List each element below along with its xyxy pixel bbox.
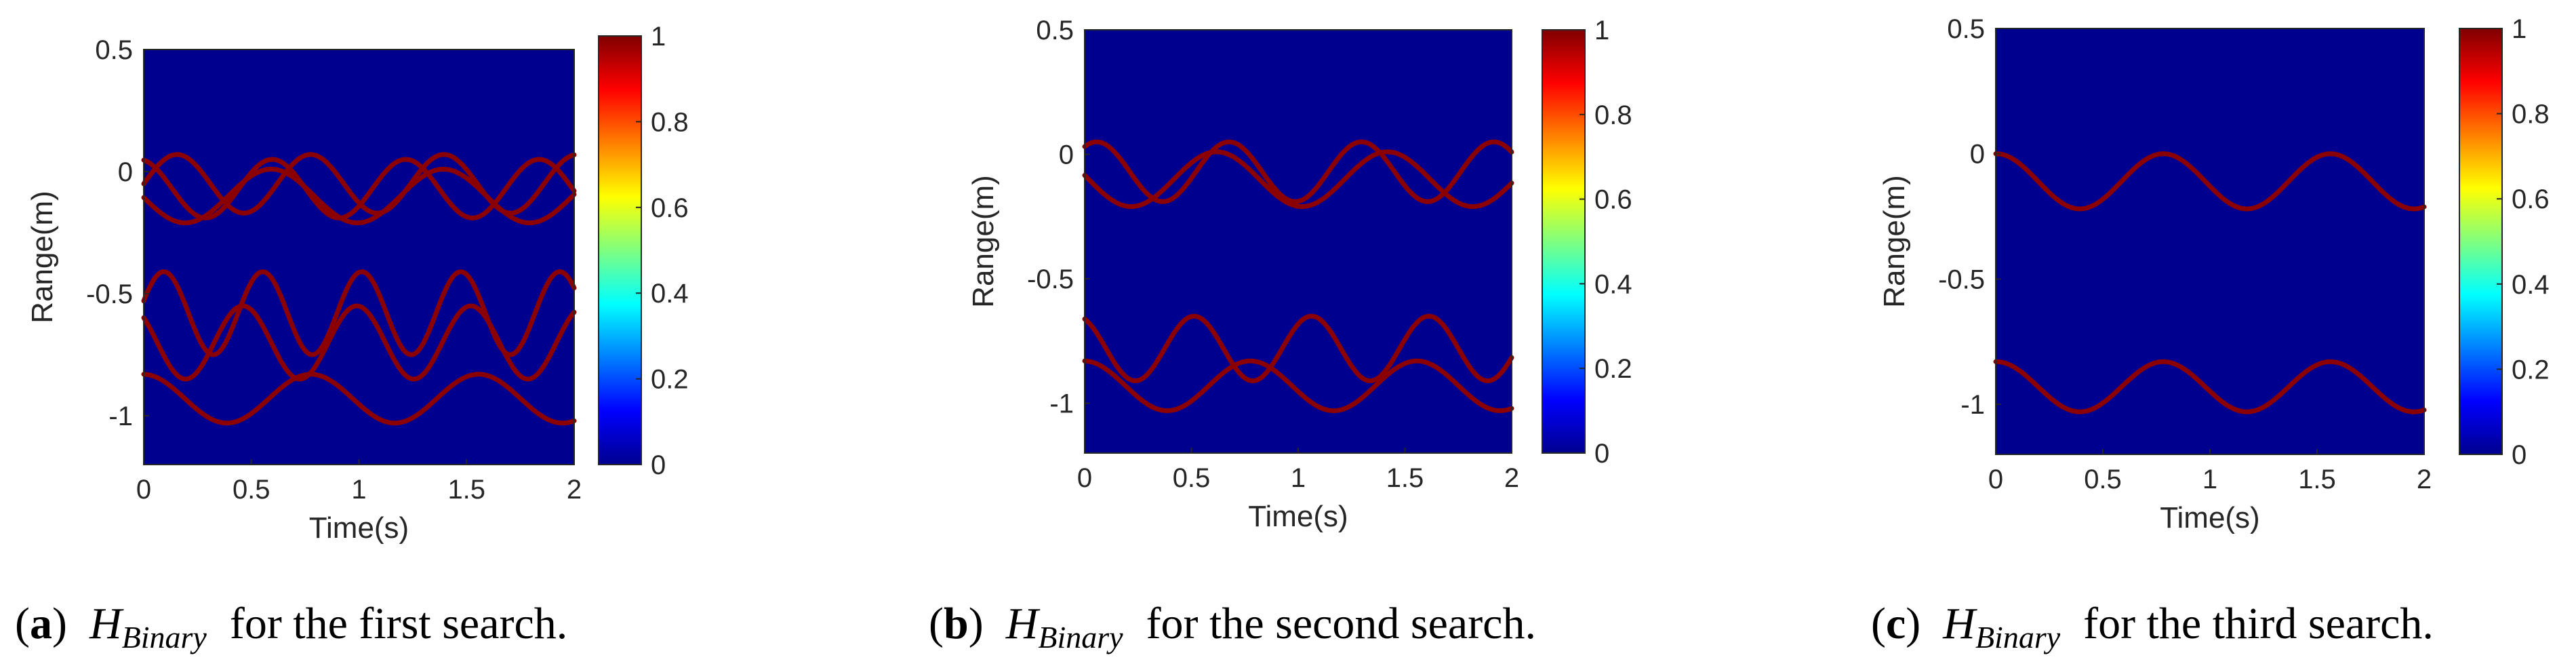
x-tick-label: 1.5 bbox=[1386, 463, 1424, 493]
y-tick-label: 0.5 bbox=[95, 35, 133, 65]
colorbar bbox=[598, 35, 642, 465]
y-tick-label: -1 bbox=[1049, 389, 1074, 419]
x-tick-label: 2 bbox=[1504, 463, 1519, 493]
y-axis-label: Range(m) bbox=[26, 191, 59, 324]
y-axis-label: Range(m) bbox=[967, 175, 1000, 308]
colorbar-tick-label: 0 bbox=[651, 450, 666, 480]
y-tick-label: -1 bbox=[1960, 390, 1985, 420]
panel-caption: (a) HBinary for the first search. bbox=[15, 599, 567, 654]
caption-symbol: H bbox=[1005, 599, 1041, 648]
colorbar-tick-label: 0.4 bbox=[1594, 269, 1632, 299]
y-tick-label: -0.5 bbox=[86, 279, 133, 309]
colorbar-tick-label: 0.8 bbox=[651, 107, 689, 137]
heatmap-trace-2 bbox=[1993, 359, 2427, 414]
colorbar-tick-label: 0.4 bbox=[651, 279, 689, 309]
x-tick-label: 1.5 bbox=[447, 475, 485, 505]
x-tick-label: 1 bbox=[2202, 465, 2217, 494]
colorbar-tick-label: 0.2 bbox=[2512, 355, 2550, 385]
caption-label: b bbox=[944, 599, 969, 648]
x-tick-label: 0.5 bbox=[233, 475, 270, 505]
y-tick-label: 0 bbox=[118, 157, 133, 187]
colorbar-tick-label: 1 bbox=[2512, 14, 2527, 44]
caption-subscript: Binary bbox=[1038, 620, 1123, 654]
y-tick-label: -1 bbox=[108, 401, 133, 431]
x-tick-label: 1 bbox=[1291, 463, 1306, 493]
x-tick-label: 1.5 bbox=[2298, 465, 2336, 494]
x-axis-label: Time(s) bbox=[2160, 501, 2259, 534]
heatmap-background bbox=[1085, 30, 1512, 453]
x-tick-label: 0 bbox=[1077, 463, 1092, 493]
colorbar-tick-label: 0 bbox=[2512, 440, 2527, 470]
caption-paren-open: ( bbox=[929, 599, 944, 648]
heatmap-trace-2 bbox=[141, 157, 577, 220]
heatmap-trace-1 bbox=[1993, 151, 2427, 212]
caption-symbol: H bbox=[1942, 599, 1977, 648]
panel-a: 0 0.5 1 1.5 2 0.5 0 -0.5 -1 Time(s) Range(m) 1 0.8 0.… bbox=[15, 22, 689, 654]
caption-subscript: Binary bbox=[1975, 620, 2061, 654]
x-tick-label: 0 bbox=[1988, 465, 2003, 494]
heatmap-trace-3 bbox=[141, 166, 577, 226]
caption-text: for the third search. bbox=[2083, 599, 2434, 648]
x-tick-label: 0 bbox=[136, 475, 151, 505]
x-tick-label: 1 bbox=[351, 475, 366, 505]
heatmap-background bbox=[144, 50, 574, 465]
caption-paren-open: ( bbox=[1871, 599, 1886, 648]
colorbar-tick-label: 1 bbox=[1594, 16, 1609, 45]
x-axis-label: Time(s) bbox=[1248, 500, 1348, 533]
heatmap-trace-6 bbox=[141, 372, 577, 426]
y-tick-label: 0 bbox=[1059, 140, 1074, 170]
x-axis-label: Time(s) bbox=[309, 511, 409, 545]
panel-c: 0 0.5 1 1.5 2 0.5 0 -0.5 -1 Time(s) Range(m) 1 0.8 0.… bbox=[1871, 14, 2550, 654]
y-tick-label: -0.5 bbox=[1938, 265, 1985, 294]
heatmap-trace-1 bbox=[1082, 139, 1514, 204]
caption-label: c bbox=[1886, 599, 1906, 648]
colorbar-tick-label: 0.6 bbox=[651, 193, 689, 223]
y-tick-label: 0.5 bbox=[1947, 14, 1985, 44]
colorbar-tick-label: 0.8 bbox=[2512, 100, 2550, 130]
caption-paren-close: ) bbox=[52, 599, 89, 648]
colorbar bbox=[2459, 28, 2503, 455]
colorbar bbox=[1542, 29, 1586, 454]
panel-caption: (b) HBinary for the second search. bbox=[929, 599, 1536, 654]
colorbar-tick-label: 0.2 bbox=[651, 365, 689, 395]
colorbar-tick-label: 1 bbox=[651, 22, 666, 52]
caption-paren-close: ) bbox=[969, 599, 1006, 648]
heatmap-background bbox=[1996, 28, 2424, 454]
caption-text: for the second search. bbox=[1146, 599, 1536, 648]
heatmap-trace-5 bbox=[141, 303, 577, 382]
y-tick-label: -0.5 bbox=[1027, 265, 1074, 294]
colorbar-tick-label: 0.8 bbox=[1594, 100, 1632, 130]
y-tick-label: 0.5 bbox=[1036, 16, 1074, 45]
x-tick-label: 0.5 bbox=[2084, 465, 2122, 494]
caption-subscript: Binary bbox=[122, 620, 207, 654]
x-tick-label: 2 bbox=[567, 475, 582, 505]
heatmap-trace-2 bbox=[1082, 149, 1514, 210]
caption-paren-open: ( bbox=[15, 599, 30, 648]
heatmap-trace-3 bbox=[1082, 313, 1514, 384]
panel-b: 0 0.5 1 1.5 2 0.5 0 -0.5 -1 Time(s) Range(m) 1 0.8 0.… bbox=[929, 16, 1632, 654]
colorbar-tick-label: 0.6 bbox=[2512, 184, 2550, 214]
y-axis-label: Range(m) bbox=[1878, 175, 1911, 308]
colorbar-tick-label: 0.2 bbox=[1594, 354, 1632, 384]
colorbar-tick-label: 0.4 bbox=[2512, 270, 2550, 300]
caption-label: a bbox=[30, 599, 52, 648]
colorbar-tick-label: 0.6 bbox=[1594, 185, 1632, 215]
x-tick-label: 0.5 bbox=[1173, 463, 1211, 493]
heatmap-trace-4 bbox=[1082, 358, 1514, 414]
colorbar-tick-label: 0 bbox=[1594, 439, 1609, 469]
caption-symbol: H bbox=[89, 599, 124, 648]
caption-paren-close: ) bbox=[1906, 599, 1943, 648]
x-tick-label: 2 bbox=[2417, 465, 2432, 494]
panel-caption: (c) HBinary for the third search. bbox=[1871, 599, 2434, 654]
caption-text: for the first search. bbox=[230, 599, 567, 648]
y-tick-label: 0 bbox=[1970, 140, 1985, 170]
